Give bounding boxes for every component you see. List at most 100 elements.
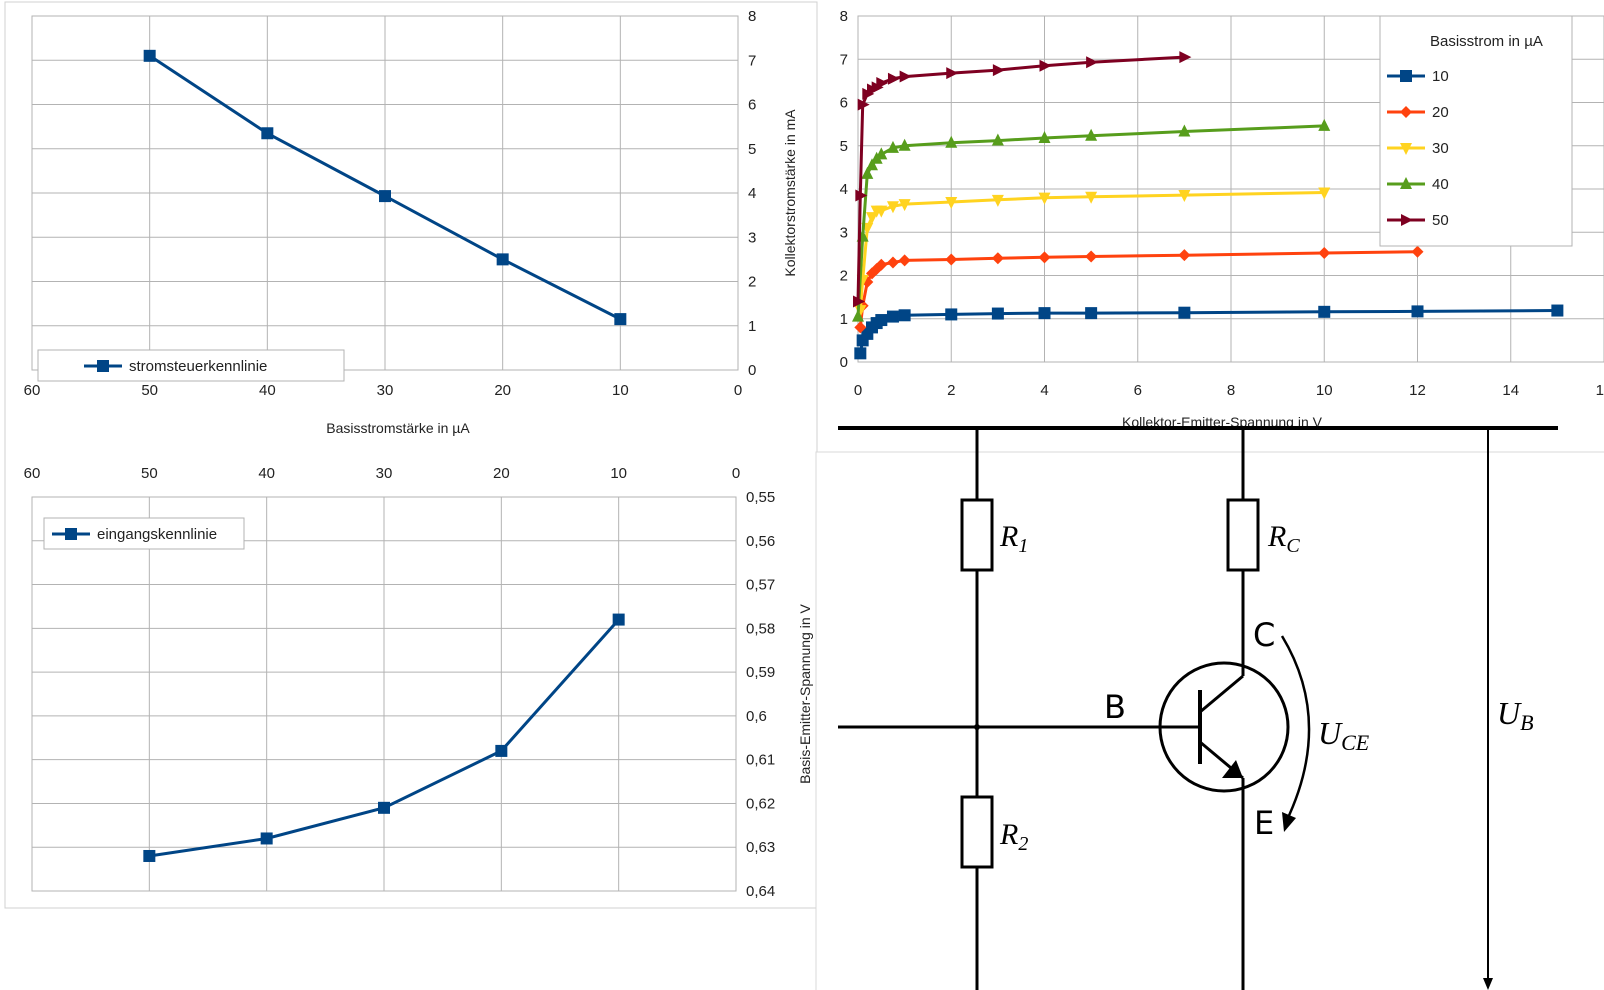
series-line-10 (858, 309, 1558, 354)
legend-label: 50 (1432, 212, 1449, 229)
data-point-10 (991, 307, 1004, 320)
x-tick-label: 30 (377, 382, 394, 399)
eingangs-chart: 60 50 40 30 20 10 00,550,560,570,580,590,60,61… (4, 1, 818, 909)
data-point-20 (1038, 251, 1051, 264)
y-tick-label: 2 (840, 268, 848, 285)
data-point-50 (853, 295, 865, 308)
data-point-50 (1179, 51, 1192, 64)
x-tick-label: 40 (259, 382, 276, 399)
y-tick-label: 7 (840, 51, 848, 68)
label-b: B (1104, 688, 1126, 726)
data-point-40 (945, 135, 958, 148)
y-tick-label: 4 (748, 185, 756, 202)
data-point-30 (991, 194, 1004, 207)
data-point-30 (1038, 192, 1051, 205)
y-tick-label: 6 (748, 97, 756, 114)
data-point-40 (1178, 124, 1191, 137)
y-tick-label: 0,64 (746, 883, 775, 900)
data-point-eingangskennlinie (495, 744, 508, 757)
data-point-40 (1318, 118, 1331, 131)
x-tick-label: 60 (24, 382, 41, 399)
y-tick-label: 8 (748, 8, 756, 25)
data-point-40 (886, 140, 899, 153)
data-point-10 (1411, 305, 1424, 318)
x-tick-label: 20 (494, 382, 511, 399)
data-point-40 (1038, 130, 1051, 143)
data-point-40 (875, 147, 888, 160)
legend-label: 40 (1432, 176, 1449, 193)
left-panel-frame (4, 1, 818, 909)
transistor-collector-lead (1199, 674, 1244, 714)
data-point-20 (1085, 250, 1098, 263)
x-tick-label: 10 (610, 465, 627, 482)
legend: eingangskennlinie (43, 517, 245, 550)
data-point-40 (898, 138, 911, 151)
data-point-stromsteuerkennlinie (614, 313, 627, 326)
x-tick-label: 50 (141, 465, 158, 482)
legend: Basisstrom in µA 10 20 30 40 50 (1379, 15, 1573, 247)
data-point-50 (946, 67, 959, 80)
data-point-30 (875, 205, 888, 218)
legend-label: eingangskennlinie (97, 526, 217, 543)
data-point-20 (898, 254, 911, 267)
data-point-stromsteuerkennlinie (143, 49, 156, 62)
uce-arrow (1280, 635, 1311, 823)
data-point-20 (875, 258, 888, 271)
y-tick-label: 0,55 (746, 489, 775, 506)
label-r1: R1 (999, 520, 1028, 557)
legend-marker (1400, 177, 1412, 189)
legend-box (1379, 15, 1573, 247)
series-line-40 (856, 124, 1325, 317)
x-tick-label: 10 (1316, 382, 1333, 399)
x-tick-label: 20 (493, 465, 510, 482)
x-tick-label: 0 (734, 382, 742, 399)
y-tick-label: 0,56 (746, 533, 775, 550)
data-point-30 (1085, 191, 1098, 204)
data-point-50 (992, 64, 1005, 77)
data-point-30 (1178, 190, 1191, 203)
data-point-20 (886, 256, 899, 269)
y-tick-label: 2 (748, 274, 756, 291)
data-point-10 (875, 314, 888, 327)
legend-marker (1400, 106, 1412, 118)
emitter-arrow-icon (1222, 760, 1243, 778)
data-point-10 (898, 309, 911, 322)
x-tick-label: 60 (24, 465, 41, 482)
transistor-circuit-diagram: R1 RC R2 C B E UCE UB (815, 426, 1604, 990)
legend-marker (65, 528, 77, 540)
data-point-50 (857, 98, 870, 111)
legend-label: 20 (1432, 104, 1449, 121)
y-tick-label: 0,59 (746, 664, 775, 681)
circuit-frame (815, 451, 1604, 990)
data-point-50 (899, 70, 912, 83)
y-tick-label: 8 (840, 8, 848, 25)
label-r2: R2 (999, 818, 1028, 855)
y-tick-label: 0,58 (746, 620, 775, 637)
legend-title: Basisstrom in µA (1430, 33, 1543, 50)
label-c: C (1253, 616, 1275, 654)
data-point-30 (1318, 187, 1331, 200)
x-tick-label: 8 (1227, 382, 1235, 399)
x-axis-label: Basisstromstärke in µA (326, 420, 470, 436)
data-point-30 (898, 199, 911, 212)
y-tick-label: 0,62 (746, 795, 775, 812)
y-tick-label: 0 (748, 362, 756, 379)
x-tick-label: 10 (612, 382, 629, 399)
y-tick-label: 0,57 (746, 577, 775, 594)
y-tick-label: 0,6 (746, 708, 767, 725)
resistor-r1 (960, 498, 994, 572)
data-point-30 (886, 201, 899, 214)
legend-marker (1400, 143, 1412, 155)
data-point-20 (854, 321, 867, 334)
ub-arrowhead-icon (1483, 978, 1493, 990)
y-axis-label: Basis-Emitter-Spannung in V (797, 603, 813, 783)
x-tick-label: 40 (258, 465, 275, 482)
label-e: E (1254, 804, 1274, 842)
data-point-eingangskennlinie (612, 613, 625, 626)
y-tick-label: 0 (840, 354, 848, 371)
legend-marker (97, 360, 109, 372)
x-tick-label: 12 (1409, 382, 1426, 399)
y-tick-label: 0,61 (746, 752, 775, 769)
data-point-20 (1318, 247, 1331, 260)
